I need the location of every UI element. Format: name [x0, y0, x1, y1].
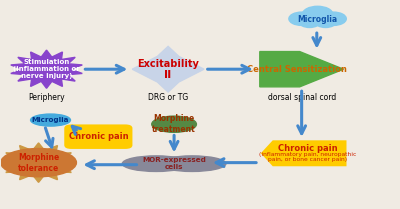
FancyBboxPatch shape — [64, 124, 132, 149]
Text: Stimulation
(inflammation or
nerve injury): Stimulation (inflammation or nerve injur… — [13, 59, 80, 79]
Ellipse shape — [1, 149, 76, 177]
Ellipse shape — [30, 114, 70, 126]
Text: Chronic pain: Chronic pain — [68, 132, 128, 141]
Text: Microglia: Microglia — [32, 117, 69, 123]
Polygon shape — [261, 140, 346, 166]
Text: Microglia: Microglia — [298, 15, 338, 24]
Ellipse shape — [158, 156, 226, 171]
Text: dorsal spinal cord: dorsal spinal cord — [268, 93, 336, 102]
Text: (inflammatory pain, neuropathic
pain, or bone cancer pain): (inflammatory pain, neuropathic pain, or… — [259, 152, 356, 162]
Text: Periphery: Periphery — [28, 93, 65, 102]
Text: Morphine
treatment: Morphine treatment — [152, 114, 196, 134]
Text: MOR-expressed
cells: MOR-expressed cells — [142, 157, 206, 170]
Circle shape — [299, 17, 320, 27]
Text: DRG or TG: DRG or TG — [148, 93, 188, 102]
Text: Excitability: Excitability — [137, 59, 199, 69]
Polygon shape — [1, 143, 76, 182]
Text: Chronic pain: Chronic pain — [278, 144, 338, 153]
Ellipse shape — [152, 116, 196, 132]
Text: Morphine
tolerance: Morphine tolerance — [18, 153, 59, 172]
Polygon shape — [260, 52, 344, 87]
Circle shape — [315, 17, 336, 27]
Circle shape — [321, 12, 346, 25]
Polygon shape — [132, 46, 204, 92]
Text: Central Sensitization: Central Sensitization — [247, 65, 347, 74]
Polygon shape — [11, 50, 82, 88]
Circle shape — [302, 6, 333, 22]
Ellipse shape — [122, 156, 190, 171]
Text: Ⅱ: Ⅱ — [164, 70, 172, 80]
Circle shape — [289, 12, 314, 25]
